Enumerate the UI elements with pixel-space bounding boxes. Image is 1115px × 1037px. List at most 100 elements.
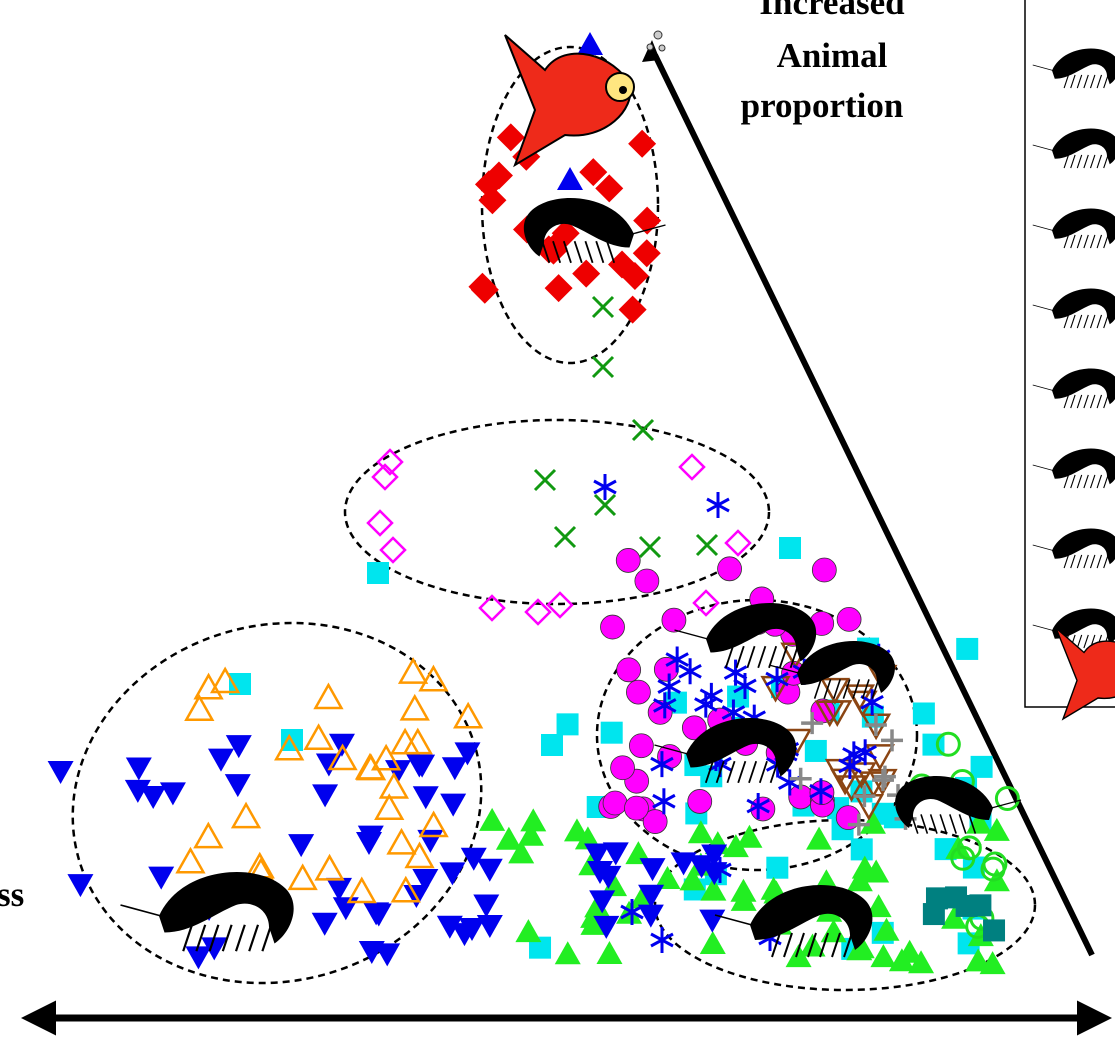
circle-marker [635, 569, 659, 593]
triangle-marker [577, 32, 603, 55]
square-marker [851, 838, 873, 860]
diamond-marker [628, 130, 656, 158]
triangle-down-marker [439, 862, 465, 885]
square-marker [601, 722, 623, 744]
open-triangle-marker [376, 796, 402, 819]
plus-marker [881, 729, 903, 751]
open-triangle-marker [388, 830, 414, 853]
triangle-down-marker [413, 786, 439, 809]
triangle-marker [596, 941, 622, 964]
figure: Increased Animal proportion ss [0, 0, 1115, 1037]
square-marker [969, 894, 991, 916]
shrimp-leg [575, 241, 582, 263]
open-triangle-marker [400, 660, 426, 683]
plus-marker [790, 768, 812, 790]
open-diamond-marker [680, 455, 704, 479]
triangle-down-marker [312, 913, 338, 936]
open-triangle-marker [402, 696, 428, 719]
shrimp-leg [749, 761, 756, 783]
open-triangle-marker [233, 804, 259, 827]
square-marker [956, 638, 978, 660]
diamond-marker [619, 296, 647, 324]
triangle-marker [555, 941, 581, 964]
shrimp-leg [824, 679, 830, 698]
triangle-down-marker [225, 774, 251, 797]
triangle-marker [806, 827, 832, 850]
plot-area [28, 0, 1115, 1028]
square-marker [367, 562, 389, 584]
shrimp-leg [262, 925, 271, 951]
shrimp-leg [236, 925, 245, 951]
shrimp-body [159, 872, 294, 943]
square-marker [983, 919, 1005, 941]
animal-silhouette [655, 718, 797, 783]
annotation-line: Animal [777, 36, 888, 75]
open-triangle-marker [177, 849, 203, 872]
shrimp-leg [959, 814, 965, 833]
ellipse [345, 420, 769, 604]
open-triangle-marker [186, 697, 212, 720]
circle-marker [624, 796, 648, 820]
asterisk-marker [707, 492, 729, 518]
shrimp-antenna [675, 630, 708, 639]
open-triangle-marker [290, 866, 316, 889]
shrimp-leg [760, 761, 767, 783]
triangle-marker [557, 167, 583, 190]
triangle-down-marker [160, 782, 186, 805]
triangle-down-marker [48, 761, 74, 784]
open-triangle-marker [195, 824, 221, 847]
shrimp-leg [747, 646, 754, 668]
open-diamond-marker [726, 531, 750, 555]
fish-illustration [505, 35, 634, 165]
cross-marker [640, 537, 660, 557]
bubble [654, 31, 662, 39]
shrimp-leg [727, 761, 734, 783]
arrow-head [642, 40, 660, 62]
shrimp-leg [784, 933, 792, 957]
cross-marker [593, 357, 613, 377]
asterisk-marker [651, 927, 673, 953]
triangle-marker [479, 808, 505, 831]
square-marker [971, 756, 993, 778]
triangle-marker [520, 808, 546, 831]
bubble [659, 45, 665, 51]
open-triangle-marker [315, 685, 341, 708]
open-triangle-marker [392, 730, 418, 753]
open-triangle-marker [306, 726, 332, 749]
triangle-down-marker [312, 784, 338, 807]
circle-marker [601, 615, 625, 639]
square-marker [557, 713, 579, 735]
triangle-down-marker [208, 749, 234, 772]
triangle-marker [700, 931, 726, 954]
circle-marker [603, 791, 627, 815]
triangle-marker [821, 919, 847, 942]
circle-marker [626, 680, 650, 704]
diamond-marker [545, 274, 573, 302]
triangle-down-marker [442, 757, 468, 780]
shrimp-leg [950, 814, 956, 833]
cross-marker [633, 420, 653, 440]
cross-marker [697, 535, 717, 555]
shrimp-leg [921, 814, 927, 833]
circle-marker [617, 658, 641, 682]
triangle-down-marker [148, 867, 174, 890]
open-diamond-marker [381, 538, 405, 562]
triangle-down-marker [374, 943, 400, 966]
triangle-down-marker [477, 859, 503, 882]
left-label: ss [0, 875, 24, 914]
legend-box [1025, 0, 1115, 707]
shrimp-antenna [121, 905, 162, 916]
shrimp-leg [596, 241, 603, 263]
triangle-down-marker [126, 757, 152, 780]
cross-marker [593, 297, 613, 317]
square-marker [945, 886, 967, 908]
circle-marker [662, 608, 686, 632]
shrimp-leg [769, 646, 776, 668]
circle-marker [718, 557, 742, 581]
triangle-down-marker [473, 894, 499, 917]
shrimp-leg [249, 925, 258, 951]
open-diamond-marker [368, 511, 392, 535]
triangle-marker [736, 825, 762, 848]
triangle-marker [870, 944, 896, 967]
bubble [647, 44, 653, 50]
